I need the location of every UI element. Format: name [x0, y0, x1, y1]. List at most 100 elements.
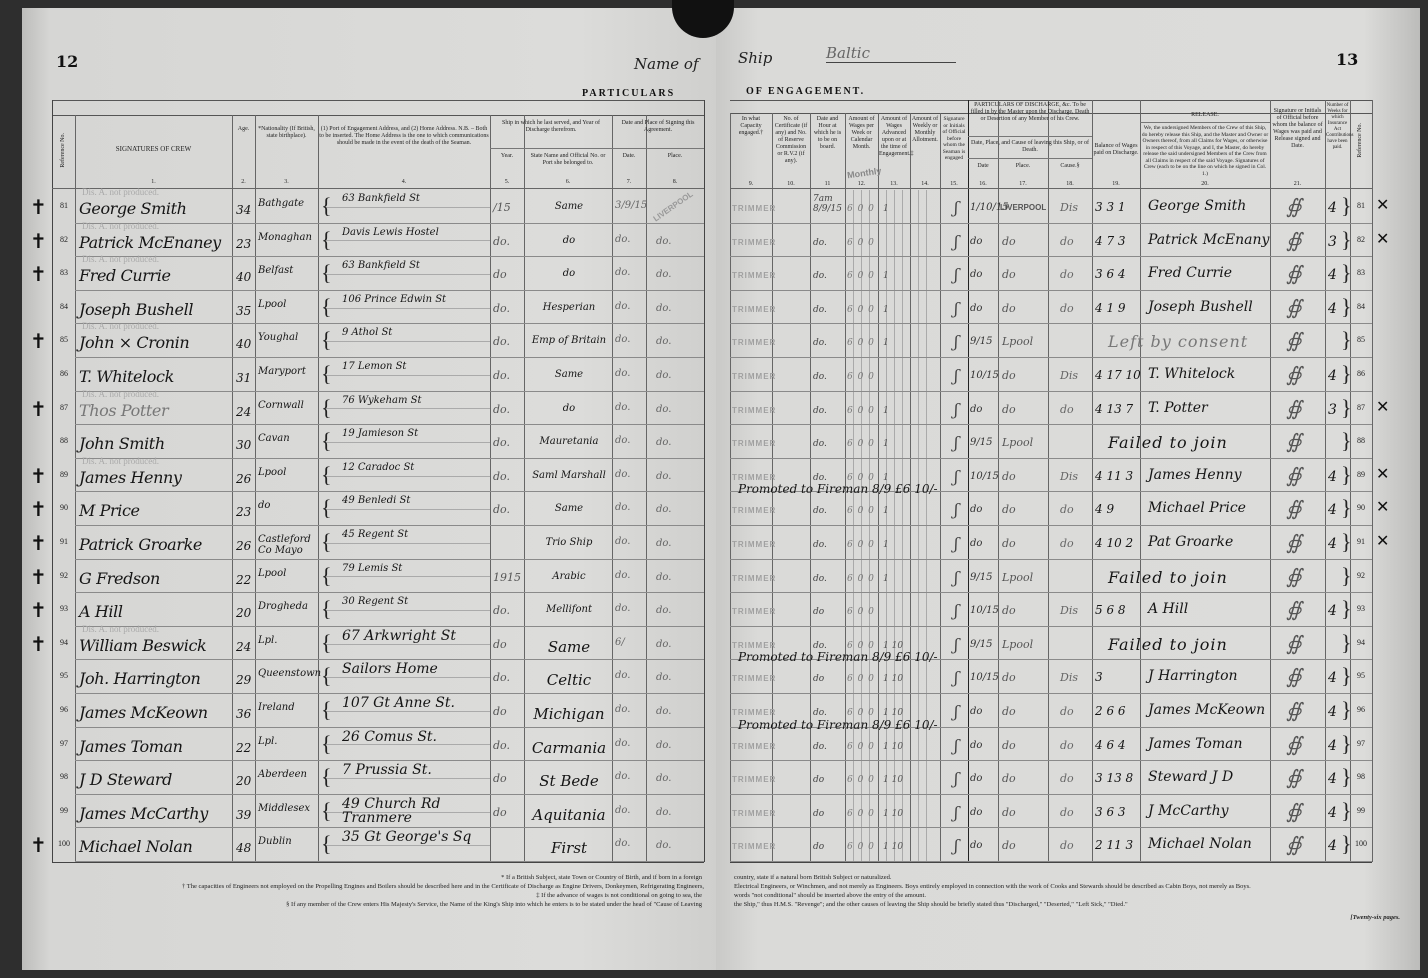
ref-number: 100 — [58, 839, 70, 849]
address-bracket: { — [321, 797, 332, 823]
column-number: 4. — [401, 179, 407, 185]
ref-number: 84 — [1357, 301, 1365, 311]
capacity: TRIMMER — [732, 204, 777, 213]
ref-number: 81 — [60, 201, 68, 210]
on-board: do. — [813, 741, 827, 752]
footnote: ‡ If the advance of wages is not conditi… — [536, 892, 702, 899]
column-rule — [1372, 100, 1373, 862]
ref-number: 99 — [1357, 805, 1365, 815]
right-page: Ship Baltic 13 OF ENGAGEMENT. PARTICULAR… — [716, 8, 1420, 970]
ref-number: 99 — [60, 805, 68, 815]
row-rule — [730, 424, 1372, 426]
column-rule — [524, 115, 525, 862]
insurance-weeks: 3 — [1328, 233, 1337, 250]
column-rule — [730, 113, 731, 862]
ref-bracket: } — [1341, 529, 1352, 554]
signing-place: do. — [656, 571, 672, 583]
discharge-place: do — [1002, 301, 1016, 315]
insurance-weeks: 4 — [1328, 838, 1337, 855]
ref-bracket: } — [1341, 764, 1352, 790]
row-rule — [730, 793, 1372, 795]
row-rule — [730, 256, 1372, 258]
nationality: Lpl. — [258, 735, 278, 747]
ref-number: 91 — [60, 537, 68, 546]
balance-paid: 5 6 8 — [1095, 603, 1126, 618]
last-ship-year: /15 — [493, 201, 511, 214]
crew-signature: William Beswick — [79, 635, 207, 655]
advance: 1 — [883, 304, 889, 315]
crew-signature: James McKeown — [79, 703, 208, 722]
address: 26 Comus St. — [342, 728, 437, 745]
address: Davis Lewis Hostel — [342, 226, 439, 238]
cross-mark-icon: ✝ — [30, 631, 47, 656]
advance: 1 — [883, 472, 889, 483]
address: 49 Benledi St — [342, 495, 411, 507]
official-initials: ʃ — [954, 534, 959, 553]
ref-number: 98 — [1357, 772, 1365, 782]
release-signature: Pat Groarke — [1148, 534, 1234, 550]
official-initials: ʃ — [954, 735, 959, 755]
discharge-date: do — [970, 840, 983, 852]
advance: 1 — [883, 506, 889, 517]
balance-paid: 3 13 8 — [1095, 771, 1134, 786]
row-rule — [324, 610, 490, 611]
column-header: Date. — [622, 153, 636, 159]
row-rule — [75, 256, 704, 258]
age: 23 — [236, 505, 252, 520]
discharge-date: do — [970, 302, 983, 314]
column-rule — [853, 190, 854, 862]
last-ship-name: Michigan — [533, 705, 605, 723]
discharge-cause: do — [1060, 268, 1074, 282]
signing-date: do. — [615, 536, 631, 547]
ref-number: 83 — [60, 268, 68, 278]
last-ship-year: do. — [493, 503, 510, 517]
liverpool-stamp: LIVERPOOL — [651, 189, 695, 224]
wages: 6 0 0 — [847, 674, 875, 685]
row-rule — [324, 374, 490, 376]
wages: 6 0 0 — [847, 573, 875, 584]
release-signature: J McCarthy — [1148, 802, 1229, 819]
signing-place: do. — [656, 403, 672, 415]
on-board: do. — [813, 439, 827, 450]
insurance-weeks: 4 — [1328, 300, 1337, 317]
official-initials: ʃ — [954, 366, 959, 385]
address-bracket: { — [321, 596, 332, 622]
release-official-initials: ∯ — [1286, 194, 1302, 218]
balance-paid: 4 10 2 — [1095, 536, 1134, 550]
dis-a-note: Dis. A. not produced. — [82, 388, 159, 399]
capacity: TRIMMER — [732, 607, 777, 617]
row-rule — [75, 693, 704, 694]
row-rule — [75, 390, 704, 392]
row-rule — [75, 323, 704, 325]
nationality: Drogheda — [258, 601, 308, 613]
address: 7 Prussia St. — [342, 762, 432, 779]
ref-bracket: } — [1341, 730, 1352, 756]
discharge-date: do — [970, 706, 983, 717]
on-board: do. — [813, 573, 827, 584]
left-page: 12 Name of PARTICULARS Ship in which he … — [22, 8, 716, 970]
promotion-note: Promoted to Fireman 8/9 £6 10/- — [738, 650, 938, 665]
signing-date: do. — [615, 603, 631, 615]
wages: 6 0 0 — [847, 372, 875, 382]
ref-number: 90 — [60, 503, 68, 513]
address-bracket: { — [321, 226, 332, 252]
release-official-initials: ∯ — [1286, 362, 1302, 386]
row-rule — [324, 274, 490, 275]
release-signature: T. Potter — [1148, 399, 1208, 416]
column-rule — [940, 113, 941, 862]
official-initials: ʃ — [954, 332, 959, 352]
age: 40 — [236, 270, 252, 285]
address-bracket: { — [321, 629, 332, 655]
column-rule — [968, 100, 969, 862]
nationality: Lpool — [258, 567, 287, 579]
column-rule — [878, 113, 879, 862]
row-rule — [324, 576, 490, 578]
nationality: Cavan — [258, 433, 290, 445]
signing-place: do. — [656, 638, 672, 650]
age: 31 — [236, 371, 252, 385]
row-rule — [730, 222, 1372, 224]
footnote: Electrical Engineers, or Winchmen, and n… — [734, 883, 1251, 890]
discharge-subheader: Date, Place, and Cause of leaving this S… — [971, 140, 1089, 153]
column-number: 12. — [857, 181, 866, 187]
wages: 6 0 0 — [847, 204, 875, 214]
